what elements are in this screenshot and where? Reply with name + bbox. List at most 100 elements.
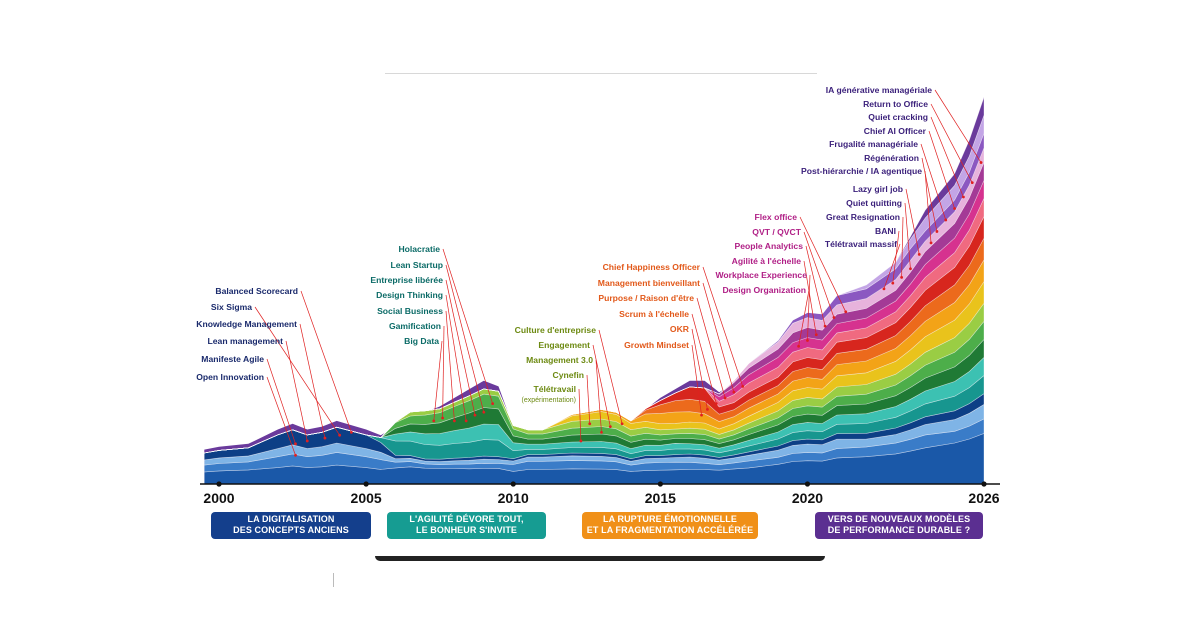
annotation-label: QVT / QVCT	[752, 227, 801, 237]
annotation-label: Lean management	[208, 336, 284, 346]
annotation-leader	[905, 188, 920, 255]
annotation-anchor-dot	[441, 416, 445, 420]
x-tick-dot	[804, 481, 811, 487]
annotation-anchor-dot	[944, 218, 948, 222]
annotation-anchor-dot	[979, 161, 983, 164]
annotation-leader	[595, 359, 602, 433]
phase-4-line2: DE PERFORMANCE DURABLE ?	[827, 525, 971, 535]
annotation-leader	[892, 230, 900, 284]
annotation-leader	[433, 340, 443, 421]
annotation-leader	[807, 274, 811, 341]
annotation-leader	[442, 248, 493, 404]
annotation-leader	[799, 216, 847, 312]
annotation-label: Knowledge Management	[196, 319, 297, 329]
annotation-label: Engagement	[538, 340, 590, 350]
annotation-anchor-dot	[844, 310, 848, 314]
annotation-label: Design Organization	[722, 285, 806, 295]
annotation-anchor-dot	[452, 419, 456, 423]
annotation-anchor-dot	[700, 413, 703, 417]
annotation-label: BANI	[875, 226, 896, 236]
x-tick-dot	[363, 481, 369, 487]
annotation-anchor-dot	[832, 316, 836, 319]
annotation-leader	[924, 170, 932, 243]
annotation-anchor-dot	[953, 207, 956, 210]
annotation-anchor-dot	[714, 402, 718, 406]
phase-2-line1: L'AGILITÉ DÉVORE TOUT,	[409, 514, 524, 524]
annotation-leader	[803, 231, 835, 318]
x-tick-dot	[510, 481, 516, 487]
annotation-label: Frugalité managériale	[829, 139, 918, 149]
annotation-leader	[798, 289, 810, 347]
annotation-leader	[445, 294, 467, 421]
annotation-leader	[578, 388, 582, 441]
annotation-labels: Balanced Scorecard Six Sigma Knowledge Man…	[196, 85, 932, 404]
annotation-anchor-dot	[464, 419, 468, 423]
annotation-leader	[266, 358, 296, 444]
phase-2-line2: LE BONHEUR S'INVITE	[415, 525, 518, 535]
annotation-leader	[691, 344, 702, 416]
annotation-leader	[445, 279, 476, 416]
annotation-label: Great Resignation	[826, 212, 900, 222]
annotation-leader	[901, 216, 904, 278]
annotation-leader	[805, 245, 826, 327]
annotation-leader	[702, 266, 744, 387]
phase-box-2: L'AGILITÉ DÉVORE TOUT, LE BONHEUR S'INVI…	[387, 512, 546, 539]
annotation-leaders	[254, 89, 983, 457]
annotation-leader	[442, 325, 445, 418]
annotation-anchor-dot	[579, 439, 583, 443]
annotation-label: Lazy girl job	[853, 184, 903, 194]
annotation-label: Chief Happiness Officer	[603, 262, 701, 272]
annotation-anchor-dot	[741, 385, 745, 388]
stream-layer-19	[204, 97, 985, 454]
annotation-label: Workplace Experience	[715, 270, 807, 280]
annotation-leader	[691, 328, 708, 410]
annotation-leader	[934, 89, 982, 163]
annotation-label: Social Business	[377, 306, 443, 316]
annotation-leader	[883, 243, 901, 289]
annotation-leader	[928, 130, 955, 209]
annotation-anchor-dot	[970, 181, 974, 185]
x-tick-dot	[216, 481, 222, 487]
annotation-leader	[445, 310, 455, 421]
annotation-anchor-dot	[294, 442, 297, 446]
annotation-label: Agilité à l'échelle	[732, 256, 802, 266]
annotation-anchor-dot	[882, 287, 886, 291]
x-tick-label: 2000	[203, 490, 234, 506]
annotation-label: Return to Office	[863, 99, 928, 109]
annotation-anchor-dot	[600, 430, 603, 434]
annotation-anchor-dot	[482, 410, 486, 414]
annotation-anchor-dot	[706, 407, 709, 411]
annotation-leader	[930, 103, 973, 183]
x-axis: 2000 2005 2010 2015 2020 2026	[200, 481, 1000, 506]
annotation-leader	[266, 376, 296, 456]
top-divider	[385, 73, 817, 74]
annotation-label: Télétravail	[533, 384, 576, 394]
annotation-label: Manifeste Agile	[201, 354, 264, 364]
annotation-label: Holacratie	[398, 244, 440, 254]
x-tick-label: 2005	[351, 490, 382, 506]
annotation-label: Management 3.0	[526, 355, 593, 365]
annotation-anchor-dot	[935, 230, 939, 233]
x-tick-label: 2020	[792, 490, 823, 506]
bottom-bar	[375, 556, 825, 561]
annotation-label: Télétravail massif	[825, 239, 897, 249]
annotation-label: Design Thinking	[376, 290, 443, 300]
annotation-leader	[299, 323, 326, 439]
annotation-anchor-dot	[608, 425, 612, 428]
x-tick-label: 2010	[498, 490, 529, 506]
annotation-label: Culture d'entreprise	[515, 325, 597, 335]
annotation-anchor-dot	[305, 439, 309, 443]
annotation-anchor-dot	[806, 339, 809, 342]
x-tick-label: 2015	[645, 490, 676, 506]
annotation-anchor-dot	[723, 396, 727, 400]
annotation-leader	[702, 282, 735, 393]
annotation-label: Management bienveillant	[598, 278, 700, 288]
x-tick-label: 2026	[968, 490, 999, 506]
phase-box-4: VERS DE NOUVEAUX MODÈLES DE PERFORMANCE …	[815, 512, 983, 539]
annotation-leader	[586, 374, 591, 424]
annotation-leader	[598, 329, 623, 424]
annotation-anchor-dot	[338, 433, 342, 437]
annotation-leader	[445, 264, 485, 413]
phase-1-line1: LA DIGITALISATION	[247, 514, 335, 524]
